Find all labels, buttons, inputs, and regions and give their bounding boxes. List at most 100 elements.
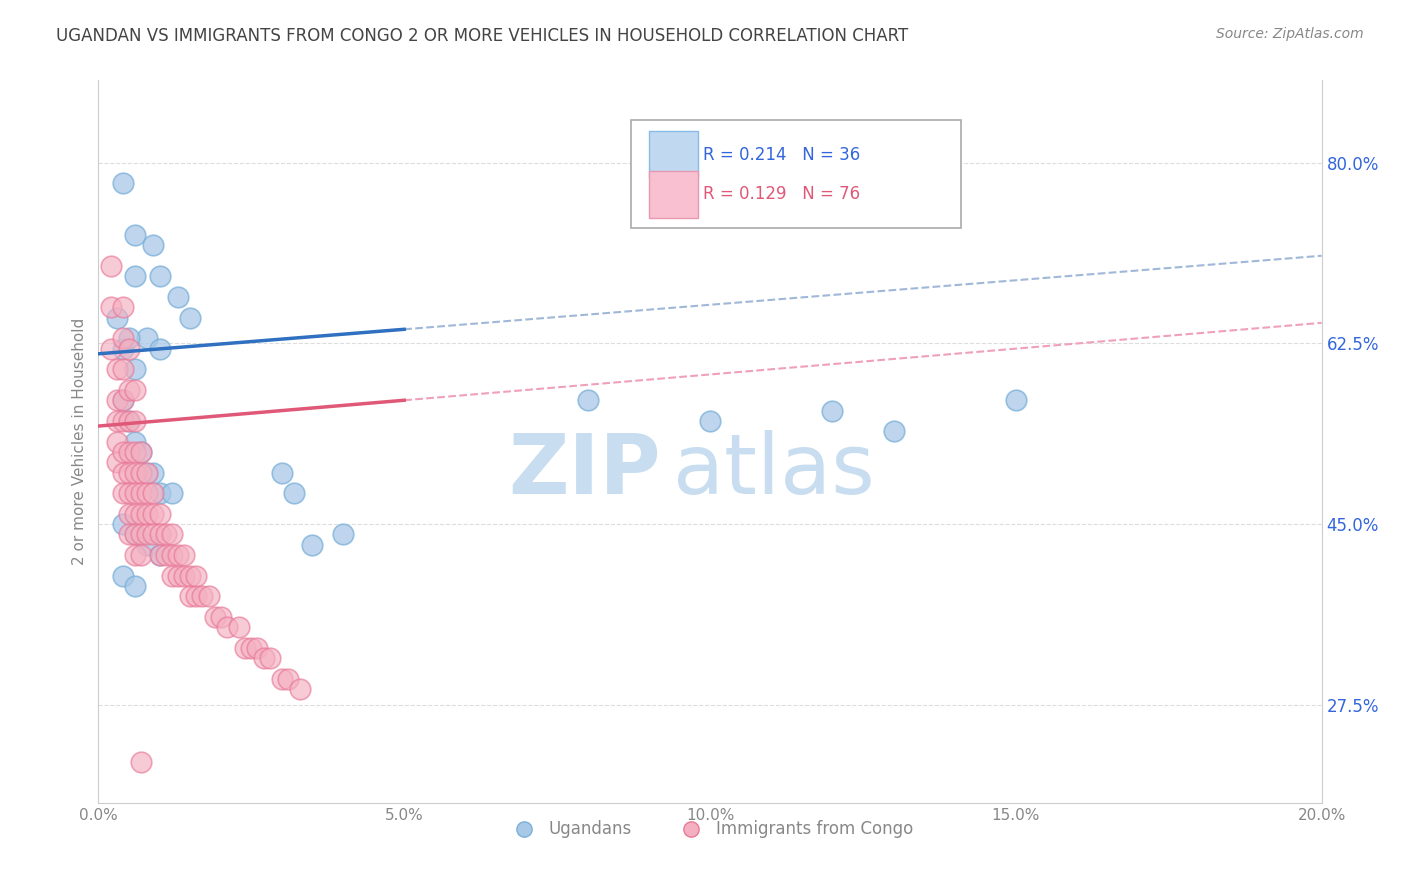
Point (111, 414, 134, 428)
Point (124, 507, 146, 521)
Point (124, 383, 146, 397)
Point (160, 548, 183, 562)
Point (332, 527, 354, 541)
Point (118, 527, 141, 541)
Point (186, 568, 208, 582)
Point (167, 290, 190, 304)
Point (160, 486, 183, 500)
Point (136, 538, 159, 552)
Point (204, 610, 226, 624)
Point (160, 527, 183, 541)
Point (105, 310, 128, 325)
Point (124, 486, 146, 500)
Text: atlas: atlas (673, 430, 875, 511)
Point (821, 403, 844, 417)
Point (149, 342, 172, 356)
FancyBboxPatch shape (648, 131, 697, 178)
Point (699, 414, 721, 428)
Point (129, 755, 152, 769)
Point (167, 568, 190, 582)
Point (149, 269, 172, 284)
Text: R = 0.214   N = 36: R = 0.214 N = 36 (703, 145, 860, 164)
Point (129, 445, 152, 459)
Point (142, 507, 165, 521)
Point (100, 259, 122, 273)
Point (136, 331, 159, 345)
Point (252, 651, 274, 665)
Point (124, 269, 146, 284)
Point (136, 466, 159, 480)
Point (228, 620, 250, 634)
Point (142, 527, 165, 541)
Point (149, 527, 172, 541)
Text: UGANDAN VS IMMIGRANTS FROM CONGO 2 OR MORE VEHICLES IN HOUSEHOLD CORRELATION CHA: UGANDAN VS IMMIGRANTS FROM CONGO 2 OR MO… (56, 27, 908, 45)
Point (136, 466, 159, 480)
Point (124, 466, 146, 480)
Point (270, 672, 292, 686)
Point (179, 568, 201, 582)
Point (124, 548, 146, 562)
Point (111, 517, 134, 532)
Point (155, 527, 177, 541)
Point (179, 310, 201, 325)
Text: ZIP: ZIP (509, 430, 661, 511)
Point (215, 620, 238, 634)
Point (129, 507, 152, 521)
Point (149, 486, 172, 500)
Point (155, 548, 177, 562)
Point (118, 414, 141, 428)
Point (118, 331, 141, 345)
Point (129, 486, 152, 500)
Point (111, 301, 134, 315)
Point (129, 466, 152, 480)
Point (277, 672, 299, 686)
Point (105, 455, 128, 469)
Point (118, 445, 141, 459)
Point (111, 568, 134, 582)
Point (124, 362, 146, 376)
Point (118, 486, 141, 500)
Point (149, 507, 172, 521)
Point (173, 568, 195, 582)
Point (124, 527, 146, 541)
Point (173, 548, 195, 562)
Point (100, 301, 122, 315)
Point (136, 527, 159, 541)
Point (105, 393, 128, 408)
Text: R = 0.129   N = 76: R = 0.129 N = 76 (703, 185, 860, 202)
Point (576, 393, 599, 408)
Point (118, 466, 141, 480)
Point (111, 342, 134, 356)
Point (118, 342, 141, 356)
Point (124, 228, 146, 243)
Text: Source: ZipAtlas.com: Source: ZipAtlas.com (1216, 27, 1364, 41)
Point (1004, 393, 1026, 408)
Point (118, 507, 141, 521)
Point (142, 466, 165, 480)
Point (142, 238, 165, 252)
Point (283, 486, 305, 500)
Point (290, 682, 312, 697)
Point (124, 527, 146, 541)
Point (111, 445, 134, 459)
Point (191, 590, 214, 604)
Point (240, 640, 263, 655)
Point (124, 579, 146, 593)
Point (301, 538, 323, 552)
Point (129, 527, 152, 541)
Point (197, 590, 219, 604)
Point (186, 590, 208, 604)
Point (136, 486, 159, 500)
Point (129, 548, 152, 562)
Point (105, 414, 128, 428)
FancyBboxPatch shape (630, 120, 960, 228)
Point (124, 414, 146, 428)
Point (149, 548, 172, 562)
Point (142, 486, 165, 500)
Point (111, 393, 134, 408)
Point (883, 424, 905, 438)
Point (105, 434, 128, 449)
Point (270, 466, 292, 480)
Point (111, 466, 134, 480)
Point (100, 342, 122, 356)
